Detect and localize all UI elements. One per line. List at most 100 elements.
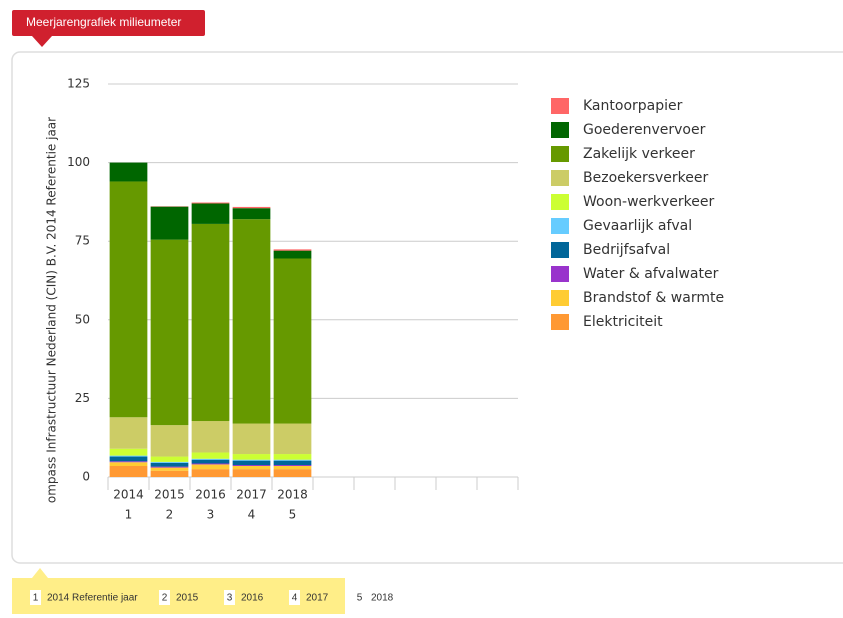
x-tick-label: 2016 <box>195 488 226 502</box>
legend-swatch <box>551 98 569 114</box>
x-tick-number: 2 <box>166 508 174 522</box>
bar-segment <box>192 469 230 477</box>
bar-segment <box>233 461 271 465</box>
bar-segment <box>233 207 271 208</box>
legend-label: Goederenvervoer <box>583 122 706 138</box>
legend-label: Brandstof & warmte <box>583 290 724 306</box>
legend-swatch <box>551 218 569 234</box>
bar-segment <box>192 460 230 464</box>
bar-segment <box>233 454 271 460</box>
bar-segment <box>192 452 230 458</box>
bar-segment <box>110 163 148 182</box>
legend-label: Kantoorpapier <box>583 98 683 114</box>
x-tick-number: 3 <box>207 508 215 522</box>
bar-segment <box>233 466 271 469</box>
y-tick-label: 50 <box>75 312 90 326</box>
bar-segment <box>151 457 189 462</box>
bar-segment <box>233 469 271 477</box>
bar-segment <box>192 463 230 464</box>
legend-label: Zakelijk verkeer <box>583 146 695 162</box>
bar-segment <box>151 207 189 240</box>
bar-segment <box>233 219 271 423</box>
footer-label[interactable]: 2018 <box>371 593 394 604</box>
bar-segment <box>192 224 230 421</box>
bar-segment <box>110 461 148 462</box>
bar-segment <box>274 460 312 461</box>
footer-label[interactable]: 2016 <box>241 593 264 604</box>
footer-pointer <box>32 568 48 578</box>
bar-segment <box>192 203 230 204</box>
bar-segment <box>192 459 230 460</box>
footer-number: 5 <box>357 593 363 604</box>
y-tick-label: 0 <box>82 470 90 484</box>
bar-segment <box>274 249 312 250</box>
bar-segment <box>151 467 189 468</box>
bar-segment <box>192 421 230 452</box>
bar-segment <box>192 464 230 469</box>
footer-number: 1 <box>33 593 39 604</box>
bar-segment <box>110 449 148 456</box>
footer-label[interactable]: 2015 <box>176 593 199 604</box>
x-tick-label: 2015 <box>154 488 185 502</box>
bar-segment <box>110 181 148 417</box>
x-tick-label: 2017 <box>236 488 267 502</box>
bar-segment <box>151 463 189 467</box>
x-tick-number: 5 <box>289 508 297 522</box>
bar-segment <box>274 424 312 454</box>
bar-segment <box>151 240 189 425</box>
legend-swatch <box>551 170 569 186</box>
y-tick-label: 125 <box>67 77 90 91</box>
bar-segment <box>274 251 312 259</box>
bar-segment <box>110 417 148 448</box>
bar-segment <box>274 465 312 466</box>
bar-segment <box>110 466 148 477</box>
bar-segment <box>233 424 271 454</box>
bar-segment <box>151 471 189 477</box>
legend-label: Water & afvalwater <box>583 266 719 282</box>
tab-pointer <box>32 36 52 47</box>
legend-swatch <box>551 146 569 162</box>
footer-label[interactable]: 2017 <box>306 593 329 604</box>
footer-label[interactable]: 2014 Referentie jaar <box>47 593 138 604</box>
footer-number: 4 <box>292 593 298 604</box>
bar-segment <box>274 461 312 465</box>
bar-segment <box>233 465 271 466</box>
footer-number: 3 <box>227 593 233 604</box>
x-tick-label: 2018 <box>277 488 308 502</box>
bar-segment <box>274 258 312 423</box>
bar-segment <box>233 460 271 461</box>
bar-segment <box>151 425 189 456</box>
bar-segment <box>274 469 312 477</box>
legend-swatch <box>551 314 569 330</box>
bar-segment <box>274 454 312 460</box>
legend-swatch <box>551 122 569 138</box>
y-tick-label: 25 <box>75 391 90 405</box>
y-tick-label: 100 <box>67 155 90 169</box>
x-tick-number: 4 <box>248 508 256 522</box>
bar-segment <box>233 208 271 219</box>
bar-segment <box>274 466 312 469</box>
bar-segment <box>151 468 189 471</box>
legend-label: Bezoekersverkeer <box>583 170 709 186</box>
legend-swatch <box>551 194 569 210</box>
bar-segment <box>110 457 148 462</box>
legend-swatch <box>551 242 569 258</box>
x-tick-number: 1 <box>125 508 133 522</box>
tab-label: Meerjarengrafiek milieumeter <box>26 15 181 29</box>
bar-segment <box>110 462 148 466</box>
legend-label: Gevaarlijk afval <box>583 218 692 234</box>
y-axis-title: ompass Infrastructuur Nederland (CIN) B.… <box>45 117 59 503</box>
x-tick-label: 2014 <box>113 488 144 502</box>
y-tick-label: 75 <box>75 234 90 248</box>
legend-swatch <box>551 290 569 306</box>
bar-segment <box>151 462 189 463</box>
legend-label: Elektriciteit <box>583 314 663 330</box>
bar-segment <box>110 456 148 457</box>
legend-label: Bedrijfsafval <box>583 242 670 258</box>
legend-label: Woon-werkverkeer <box>583 194 714 210</box>
footer-number: 2 <box>162 593 168 604</box>
bar-segment <box>192 203 230 223</box>
legend-swatch <box>551 266 569 282</box>
